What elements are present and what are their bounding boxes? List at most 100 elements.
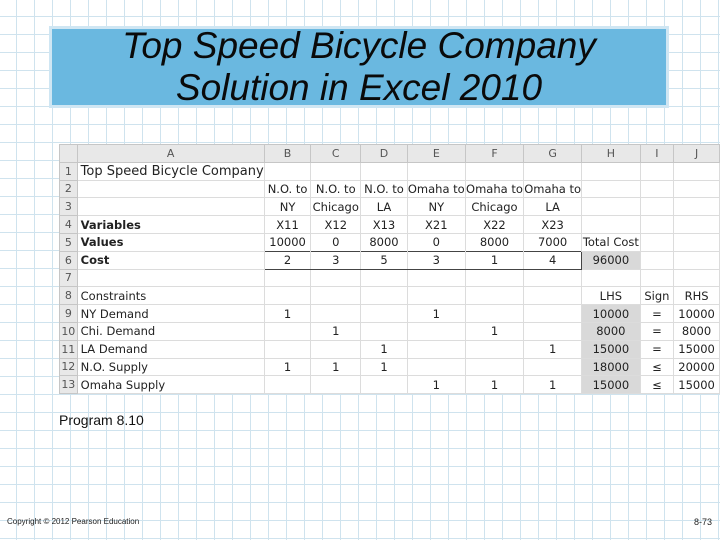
row-header[interactable]: 5 [59,232,78,252]
cell-a4[interactable]: Variables [76,215,265,234]
cell-f4[interactable]: X22 [464,215,525,234]
cell-f8[interactable] [464,286,525,306]
cell-c1[interactable] [310,161,362,181]
row-header[interactable]: 12 [59,357,78,377]
cell-e4[interactable]: X21 [406,215,466,234]
cell-j9[interactable]: 10000 [673,304,720,323]
cell-e2[interactable]: Omaha to [406,179,466,199]
cell-c11[interactable] [310,339,362,359]
cell-b4[interactable]: X11 [263,215,312,234]
cell-g9[interactable] [523,304,583,323]
cell-j11[interactable]: 15000 [673,339,720,359]
cell-j8[interactable]: RHS [673,286,720,306]
cell-c13[interactable] [310,375,362,395]
cell-f9[interactable] [464,304,525,323]
cell-i4[interactable] [639,215,675,234]
cell-j4[interactable] [673,215,720,234]
cell-c10[interactable]: 1 [310,321,362,341]
row-header[interactable]: 9 [59,304,78,323]
cell-b6[interactable]: 2 [263,250,312,270]
cell-d8[interactable] [360,286,408,306]
cell-f13[interactable]: 1 [464,375,525,395]
cell-e6[interactable]: 3 [406,250,466,270]
cell-c9[interactable] [310,304,362,323]
cell-j3[interactable] [673,197,720,217]
column-header-e[interactable]: E [406,144,466,163]
cell-e1[interactable] [406,161,466,181]
column-header-d[interactable]: D [360,144,408,163]
cell-g4[interactable]: X23 [523,215,583,234]
cell-e7[interactable] [406,268,466,288]
cell-c5[interactable]: 0 [310,232,362,252]
column-header-f[interactable]: F [464,144,525,163]
cell-e3[interactable]: NY [406,197,466,217]
cell-d5[interactable]: 8000 [360,232,408,252]
cell-f10[interactable]: 1 [464,321,525,341]
cell-g13[interactable]: 1 [523,375,583,395]
cell-d13[interactable] [360,375,408,395]
cell-h3[interactable] [581,197,641,217]
cell-a9[interactable]: NY Demand [76,304,265,323]
cell-i11[interactable]: = [639,339,675,359]
cell-b12[interactable]: 1 [263,357,312,377]
cell-i12[interactable]: ≤ [639,357,675,377]
cell-f11[interactable] [464,339,525,359]
cell-d7[interactable] [360,268,408,288]
cell-g7[interactable] [523,268,583,288]
cell-e9[interactable]: 1 [406,304,466,323]
cell-d1[interactable] [360,161,408,181]
cell-j5[interactable] [673,232,720,252]
cell-a10[interactable]: Chi. Demand [76,321,265,341]
cell-b2[interactable]: N.O. to [263,179,312,199]
cell-a5[interactable]: Values [76,232,265,252]
cell-a11[interactable]: LA Demand [76,339,265,359]
cell-e10[interactable] [406,321,466,341]
cell-a13[interactable]: Omaha Supply [76,375,265,395]
row-header[interactable]: 2 [59,179,78,199]
cell-h4[interactable] [581,215,641,234]
row-header[interactable]: 10 [59,321,78,341]
cell-g5[interactable]: 7000 [523,232,583,252]
cell-a8[interactable]: Constraints [76,286,265,306]
cell-d9[interactable] [360,304,408,323]
column-header-b[interactable]: B [263,144,312,163]
row-header[interactable]: 1 [59,161,78,181]
cell-i7[interactable] [639,268,675,288]
cell-j13[interactable]: 15000 [673,375,720,395]
row-header[interactable]: 13 [59,375,78,395]
cell-d10[interactable] [360,321,408,341]
cell-c4[interactable]: X12 [310,215,362,234]
select-all-corner[interactable] [59,144,78,163]
cell-h7[interactable] [581,268,641,288]
cell-h2[interactable] [581,179,641,199]
cell-j6[interactable] [673,250,720,270]
cell-b8[interactable] [263,286,312,306]
cell-i2[interactable] [639,179,675,199]
cell-h10[interactable]: 8000 [581,321,641,341]
row-header[interactable]: 6 [59,250,78,270]
cell-b3[interactable]: NY [263,197,312,217]
cell-b7[interactable] [263,268,312,288]
column-header-h[interactable]: H [581,144,641,163]
cell-b10[interactable] [263,321,312,341]
cell-d6[interactable]: 5 [360,250,408,270]
column-header-g[interactable]: G [523,144,583,163]
cell-e8[interactable] [406,286,466,306]
cell-d4[interactable]: X13 [360,215,408,234]
cell-c3[interactable]: Chicago [310,197,362,217]
column-header-j[interactable]: J [673,144,720,163]
cell-d2[interactable]: N.O. to [360,179,408,199]
cell-h12[interactable]: 18000 [581,357,641,377]
cell-g10[interactable] [523,321,583,341]
cell-h8[interactable]: LHS [581,286,641,306]
cell-i3[interactable] [639,197,675,217]
cell-g1[interactable] [523,161,583,181]
cell-f7[interactable] [464,268,525,288]
row-header[interactable]: 4 [59,215,78,234]
cell-c7[interactable] [310,268,362,288]
cell-f6[interactable]: 1 [464,250,525,270]
cell-h1[interactable] [581,161,641,181]
cell-b9[interactable]: 1 [263,304,312,323]
cell-i5[interactable] [639,232,675,252]
cell-e12[interactable] [406,357,466,377]
